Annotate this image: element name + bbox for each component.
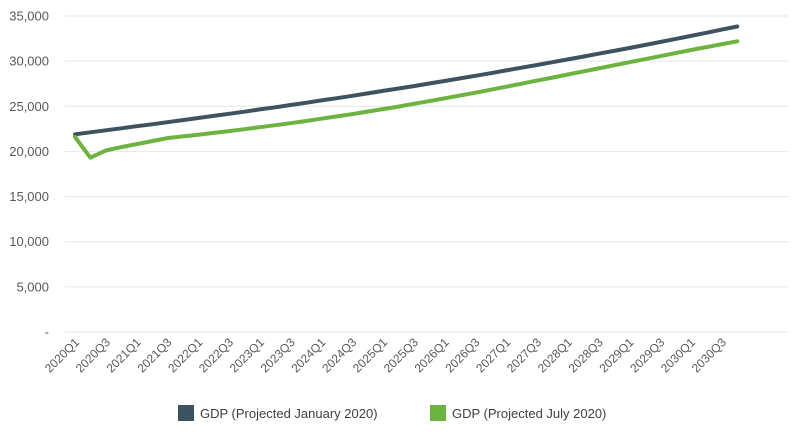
legend-label: GDP (Projected January 2020): [200, 406, 378, 421]
x-axis: 2020Q12020Q32021Q12021Q32022Q12022Q32023…: [42, 335, 729, 375]
legend: GDP (Projected January 2020) GDP (Project…: [178, 405, 606, 421]
legend-swatch: [430, 405, 446, 421]
series-line-0: [73, 24, 740, 137]
y-tick-label: 35,000: [9, 9, 49, 24]
y-tick-label: 5,000: [16, 279, 49, 294]
series-line-1: [73, 39, 740, 160]
y-tick-label: 20,000: [9, 144, 49, 159]
y-tick-label: -: [45, 325, 49, 340]
gridlines: [65, 15, 788, 333]
x-tick-label: 2030Q3: [689, 335, 729, 375]
legend-swatch: [178, 405, 194, 421]
y-tick-label: 30,000: [9, 54, 49, 69]
legend-label: GDP (Projected July 2020): [452, 406, 606, 421]
series-lines: [73, 24, 740, 160]
y-tick-label: 10,000: [9, 234, 49, 249]
y-axis: - 5,000 10,000 15,000 20,000 25,000 30,000 35,0…: [9, 9, 49, 340]
y-tick-label: 15,000: [9, 189, 49, 204]
y-tick-label: 25,000: [9, 99, 49, 114]
